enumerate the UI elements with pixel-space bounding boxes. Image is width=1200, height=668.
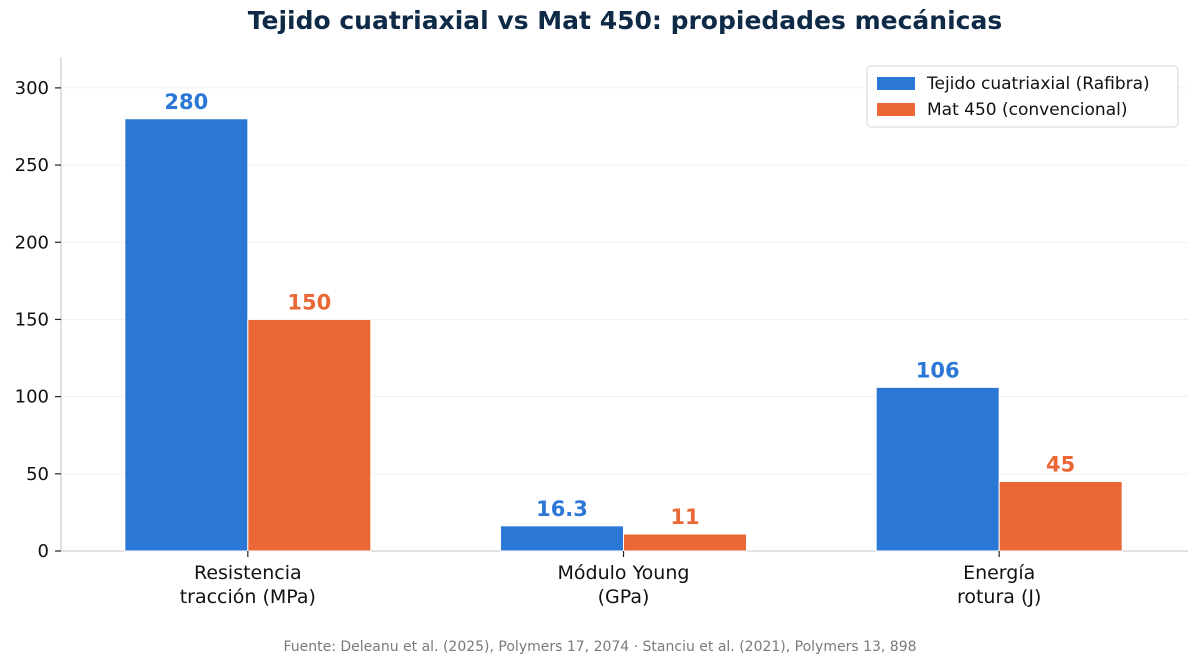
bar-tejido-1 [500,525,624,552]
y-tick-label: 0 [38,541,49,562]
x-category-label: Resistencia [194,562,302,584]
y-tick-label: 50 [26,464,49,485]
y-axis-ticks: 0 50 100 150 200 250 300 [15,78,61,562]
legend-label: Mat 450 (convencional) [927,100,1127,120]
data-label: 45 [1046,453,1075,477]
data-label: 280 [164,90,208,114]
data-label: 106 [916,358,960,382]
bar-tejido-2 [875,386,1000,552]
y-tick-label: 250 [15,155,49,176]
data-label: 11 [670,505,699,529]
x-category-label: Módulo Young [558,562,690,584]
data-label: 16.3 [536,497,588,521]
legend-label: Tejido cuatriaxial (Rafibra) [926,74,1150,94]
legend-box [866,65,1179,128]
bar-mat450-0 [247,318,372,552]
x-category-label: Energía [963,562,1035,584]
bar-mat450-1 [623,533,747,552]
y-tick-label: 200 [15,232,49,253]
legend[interactable]: Tejido cuatriaxial (Rafibra) Mat 450 (con… [866,65,1179,128]
y-tick-label: 300 [15,78,49,99]
legend-swatch [877,77,915,90]
source-note: Fuente: Deleanu et al. (2025), Polymers … [283,639,917,655]
bar-tejido-0 [124,118,249,552]
x-category-label: rotura (J) [957,586,1041,608]
bar-mat450-2 [998,481,1123,552]
bars [124,118,1123,552]
y-tick-label: 150 [15,309,49,330]
y-tick-label: 100 [15,387,49,408]
data-label: 150 [287,290,331,314]
data-labels: 280 150 16.3 11 106 45 [164,90,1075,529]
x-category-label: (GPa) [598,586,650,608]
legend-swatch [877,103,915,116]
x-category-label: tracción (MPa) [180,586,316,608]
chart-title: Tejido cuatriaxial vs Mat 450: propiedad… [247,6,1003,35]
